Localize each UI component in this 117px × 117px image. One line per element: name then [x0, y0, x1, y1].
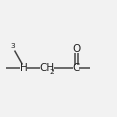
Text: 2: 2	[49, 69, 54, 75]
Text: 3: 3	[11, 43, 15, 49]
Text: O: O	[73, 44, 81, 54]
Text: CH: CH	[39, 63, 54, 73]
Text: C: C	[72, 63, 80, 73]
Text: H: H	[20, 63, 27, 73]
